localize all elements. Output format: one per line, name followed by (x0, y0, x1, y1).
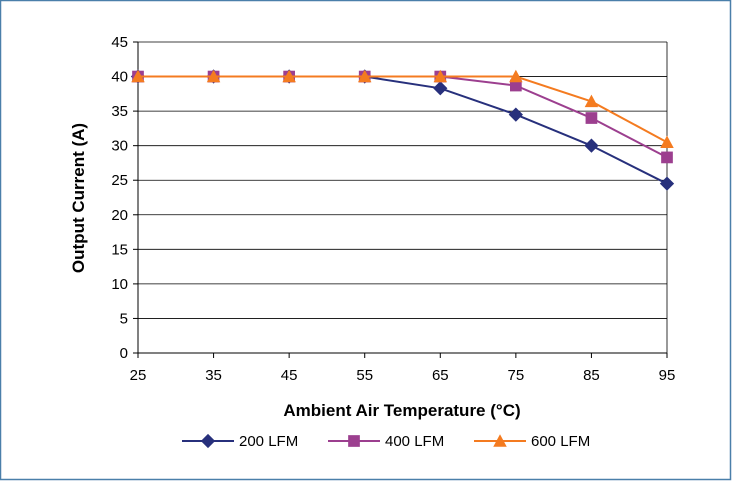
x-tick-label: 95 (659, 367, 676, 384)
y-axis-label: Output Current (A) (69, 123, 88, 273)
legend-item: 600 LFM (474, 433, 590, 450)
y-tick-label: 20 (111, 207, 128, 224)
legend-label: 400 LFM (385, 433, 444, 450)
legend-label: 200 LFM (239, 433, 298, 450)
x-tick-label: 75 (508, 367, 525, 384)
legend-item: 400 LFM (328, 433, 444, 450)
data-point (433, 81, 448, 96)
series-600-lfm (131, 69, 674, 148)
x-tick-label: 25 (130, 367, 147, 384)
legend: 200 LFM 400 LFM 600 LFM (182, 433, 590, 450)
data-point (510, 79, 522, 92)
data-point (660, 135, 674, 148)
x-tick-labels: 25 35 45 55 65 75 85 95 (130, 367, 676, 384)
series-group (130, 69, 675, 191)
legend-label: 600 LFM (531, 433, 590, 450)
data-point (357, 69, 372, 83)
y-tick-label: 15 (111, 241, 128, 258)
y-tick-label: 5 (120, 310, 128, 327)
legend-item: 200 LFM (182, 433, 298, 450)
x-tick-label: 55 (356, 367, 373, 384)
data-point (584, 138, 599, 153)
gridlines (138, 41, 668, 353)
data-point (509, 69, 523, 83)
y-tick-label: 45 (111, 34, 128, 51)
x-axis-label: Ambient Air Temperature (°C) (283, 401, 520, 420)
y-tick-label: 35 (111, 103, 128, 120)
data-point (508, 107, 523, 122)
data-point (661, 151, 673, 164)
x-tick-label: 85 (583, 367, 600, 384)
data-point (131, 69, 145, 83)
y-tick-label: 25 (111, 172, 128, 189)
legend-marker (348, 435, 360, 447)
x-tick-label: 45 (281, 367, 298, 384)
data-point (433, 69, 448, 83)
data-point (282, 69, 296, 83)
y-tick-label: 30 (111, 138, 128, 155)
data-point (206, 69, 221, 83)
x-tick-label: 65 (432, 367, 449, 384)
data-point (584, 94, 599, 108)
y-tick-label: 0 (120, 345, 128, 362)
y-tick-label: 10 (111, 276, 128, 293)
series-line (138, 75, 668, 144)
data-point (585, 112, 598, 124)
y-tick-labels: 0 5 10 15 20 25 30 35 40 45 (111, 34, 128, 362)
x-tick-label: 35 (205, 367, 222, 384)
y-tick-label: 40 (111, 69, 128, 86)
data-point (659, 176, 675, 191)
legend-marker (493, 434, 507, 447)
legend-marker (200, 433, 216, 449)
